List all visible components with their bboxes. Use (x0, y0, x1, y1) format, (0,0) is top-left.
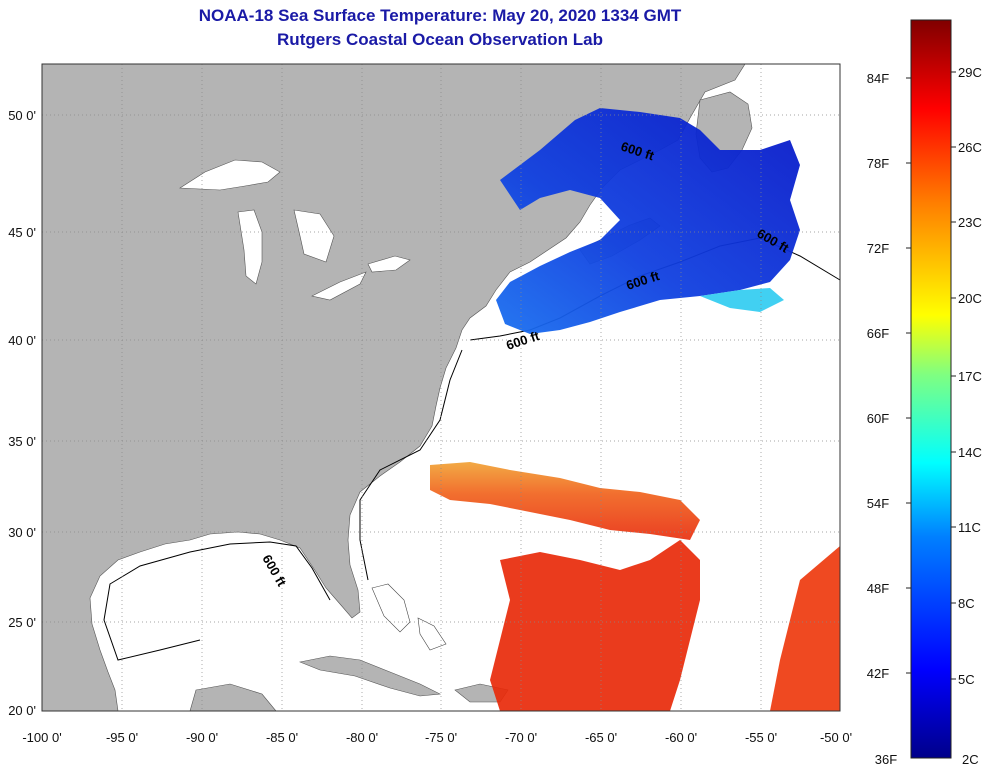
lat-tick: 50 0' (8, 108, 36, 123)
sst-warm-region-east (770, 546, 840, 711)
colorbar-c-label: 17C (958, 369, 982, 384)
lat-tick: 40 0' (8, 333, 36, 348)
colorbar-c-label: 20C (958, 291, 982, 306)
sst-cold-region (496, 108, 800, 334)
colorbar-gradient (910, 19, 952, 759)
lat-tick: 35 0' (8, 434, 36, 449)
lon-tick: -50 0' (820, 730, 852, 745)
lon-tick: -65 0' (585, 730, 617, 745)
lake-michigan (237, 209, 263, 285)
colorbar-f-label: 66F (867, 326, 889, 341)
lon-tick: -70 0' (505, 730, 537, 745)
lon-tick: -75 0' (425, 730, 457, 745)
lat-tick: 25 0' (8, 615, 36, 630)
lake-ontario (367, 255, 411, 273)
colorbar-c-label: 2C (962, 752, 979, 767)
colorbar-f-label: 72F (867, 241, 889, 256)
lon-tick: -80 0' (346, 730, 378, 745)
sst-cool-patch (700, 288, 784, 312)
contour-600ft-gulf (103, 541, 331, 661)
colorbar-c-label: 11C (958, 520, 981, 535)
colorbar-c-label: 8C (958, 596, 975, 611)
map-border (41, 63, 841, 712)
map-title: NOAA-18 Sea Surface Temperature: May 20,… (198, 6, 682, 25)
sst-warm-region-north (430, 462, 700, 540)
lat-axis: 20 0' 25 0' 30 0' 35 0' 40 0' 45 0' 50 0… (8, 108, 36, 718)
colorbar-f-label: 42F (867, 666, 889, 681)
land-cuba (298, 655, 442, 697)
colorbar-f-label: 60F (867, 411, 889, 426)
lon-tick: -90 0' (186, 730, 218, 745)
colorbar-f-label: 48F (867, 581, 889, 596)
colorbar-c-label: 29C (958, 65, 982, 80)
colorbar: 84F 78F 72F 66F 60F 54F 48F 42F 36F 29C … (867, 19, 982, 767)
contour-600ft-south (359, 349, 463, 581)
colorbar-f-label: 36F (875, 752, 897, 767)
lon-tick: -95 0' (106, 730, 138, 745)
lat-tick: 20 0' (8, 703, 36, 718)
lon-tick: -100 0' (22, 730, 61, 745)
colorbar-c-label: 14C (958, 445, 982, 460)
colorbar-f-label: 54F (867, 496, 889, 511)
colorbar-c-label: 23C (958, 215, 982, 230)
lake-superior (179, 159, 281, 191)
lake-erie (311, 271, 367, 301)
colorbar-f-label: 84F (867, 71, 889, 86)
map-subtitle: Rutgers Coastal Ocean Observation Lab (277, 30, 603, 49)
lon-tick: -85 0' (266, 730, 298, 745)
colorbar-c-label: 26C (958, 140, 982, 155)
lon-tick: -55 0' (745, 730, 777, 745)
colorbar-f-label: 78F (867, 156, 889, 171)
lon-tick: -60 0' (665, 730, 697, 745)
graticule (42, 64, 840, 711)
lat-tick: 30 0' (8, 525, 36, 540)
lat-tick: 45 0' (8, 225, 36, 240)
lake-huron (293, 209, 335, 263)
colorbar-c-label: 5C (958, 672, 975, 687)
sst-warm-region-south (490, 540, 700, 711)
land-yucatan (189, 683, 277, 712)
lon-axis: -100 0' -95 0' -90 0' -85 0' -80 0' -75 … (22, 730, 852, 745)
